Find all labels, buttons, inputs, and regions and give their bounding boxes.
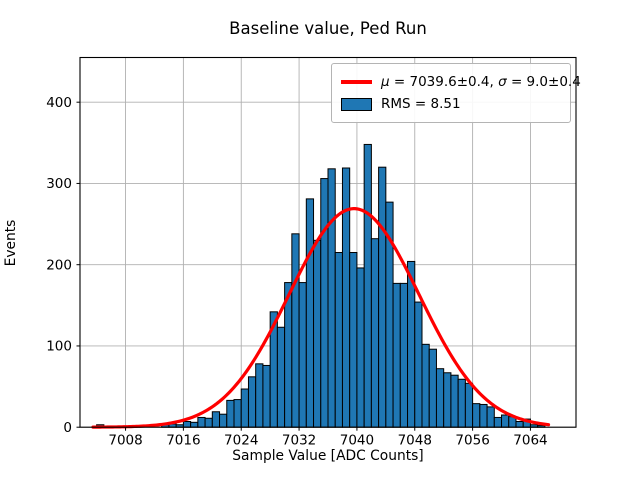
x-tick-label: 7024 xyxy=(224,433,258,449)
histogram-bar xyxy=(276,326,286,428)
gaussian-fit-curve xyxy=(91,207,551,429)
histogram-bar xyxy=(472,403,481,428)
histogram-bar xyxy=(204,417,213,428)
histogram-bar xyxy=(421,343,430,428)
histogram-bar xyxy=(211,411,221,428)
histogram-bar xyxy=(435,368,445,428)
legend-rms-label: RMS = 8.51 xyxy=(381,96,461,112)
histogram-bar xyxy=(298,282,307,428)
y-tick-label: 200 xyxy=(46,257,72,273)
histogram-bar xyxy=(486,406,495,428)
y-tick-label: 300 xyxy=(46,176,72,192)
histogram-bar xyxy=(493,416,503,428)
histogram-bar xyxy=(457,378,466,428)
y-tick-label: 100 xyxy=(46,339,72,355)
x-tick-label: 7032 xyxy=(282,433,316,449)
x-tick-label: 7064 xyxy=(513,433,547,449)
legend-entry-hist: RMS = 8.51 xyxy=(341,93,560,115)
histogram-bar xyxy=(349,252,358,428)
histogram-bar xyxy=(327,168,336,428)
legend-box: μ = 7039.6±0.4, σ = 9.0±0.4 RMS = 8.51 xyxy=(331,63,581,123)
histogram-bar xyxy=(255,363,264,428)
histogram-bar xyxy=(305,198,315,428)
histogram-bar xyxy=(233,399,242,428)
histogram-bar xyxy=(515,421,524,428)
plot-title: Baseline value, Ped Run xyxy=(229,19,427,38)
histogram-bar xyxy=(464,382,474,428)
histogram-bar xyxy=(501,414,510,428)
histogram-bar xyxy=(356,267,365,428)
x-tick-label: 7016 xyxy=(166,433,200,449)
histogram-bar xyxy=(197,416,206,428)
histogram-bar xyxy=(414,301,423,428)
x-tick-label: 7048 xyxy=(398,433,432,449)
histogram-bar xyxy=(370,238,380,428)
histogram-bar xyxy=(341,167,351,428)
legend-entry-fit: μ = 7039.6±0.4, σ = 9.0±0.4 xyxy=(341,71,581,93)
y-axis-label: Events xyxy=(3,219,19,267)
histogram-bar xyxy=(428,348,437,428)
histogram-bar xyxy=(392,282,401,428)
x-tick-label: 7008 xyxy=(108,433,142,449)
x-tick-label: 7056 xyxy=(455,433,489,449)
histogram-bar xyxy=(399,282,409,428)
histogram-bar xyxy=(334,252,343,428)
histogram-bar xyxy=(443,372,452,428)
histogram-bar xyxy=(262,364,271,428)
histogram-bar xyxy=(226,399,235,428)
histogram-bar xyxy=(479,403,488,428)
histogram-bar xyxy=(378,166,387,428)
axes-frame xyxy=(79,56,577,428)
legend-blue-patch-swatch xyxy=(341,97,372,111)
y-tick-label: 400 xyxy=(46,95,72,111)
x-tick-label: 7040 xyxy=(340,433,374,449)
histogram-bar xyxy=(450,374,459,428)
histogram-bar xyxy=(240,388,249,428)
histogram-bar xyxy=(291,233,300,428)
histogram-bar xyxy=(313,239,322,428)
legend-fit-label: μ = 7039.6±0.4, σ = 9.0±0.4 xyxy=(381,74,581,90)
histogram-bar xyxy=(182,421,192,428)
histogram-bar xyxy=(247,376,257,428)
histogram-bar xyxy=(320,178,329,428)
x-axis-label: Sample Value [ADC Counts] xyxy=(232,448,424,464)
legend-red-line-swatch xyxy=(341,80,372,84)
histogram-bar xyxy=(219,413,228,428)
histogram-bar xyxy=(363,143,372,428)
y-tick-label: 0 xyxy=(63,420,72,436)
histogram-bar xyxy=(190,421,199,428)
